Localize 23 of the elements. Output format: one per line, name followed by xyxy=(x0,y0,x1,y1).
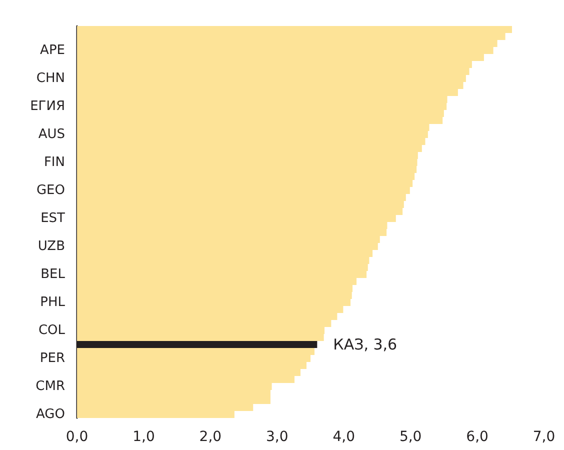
y-tick-label: UZB xyxy=(38,239,65,254)
y-tick-label: CMR xyxy=(36,379,65,394)
y-tick-label: COL xyxy=(38,323,66,338)
x-tick-label: 2,0 xyxy=(199,429,222,445)
y-tick-label: FIN xyxy=(44,155,65,170)
y-tick-label: CHN xyxy=(36,71,65,86)
x-tick-label: 0,0 xyxy=(66,429,88,445)
y-tick-label: PER xyxy=(40,351,65,366)
annotation: КАЗ, 3,6 xyxy=(333,336,398,354)
x-tick-label: 7,0 xyxy=(532,429,556,445)
y-tick-label: PHL xyxy=(40,295,66,310)
x-tick-label: 4,0 xyxy=(332,429,355,445)
y-tick-label: BEL xyxy=(40,267,66,282)
x-tick-label: 6,0 xyxy=(466,429,488,445)
y-tick-label: APE xyxy=(40,43,65,58)
x-tick-label: 1,0 xyxy=(132,429,155,445)
y-tick-label: AUS xyxy=(38,127,65,142)
x-tick-label: 3,0 xyxy=(266,429,288,445)
y-tick-label: AGO xyxy=(36,407,65,422)
y-tick-label: ЕГИЯ xyxy=(30,99,65,114)
x-tick-label: 5,0 xyxy=(399,429,422,445)
y-tick-label: EST xyxy=(40,211,66,226)
y-tick-label: GEO xyxy=(36,183,65,198)
